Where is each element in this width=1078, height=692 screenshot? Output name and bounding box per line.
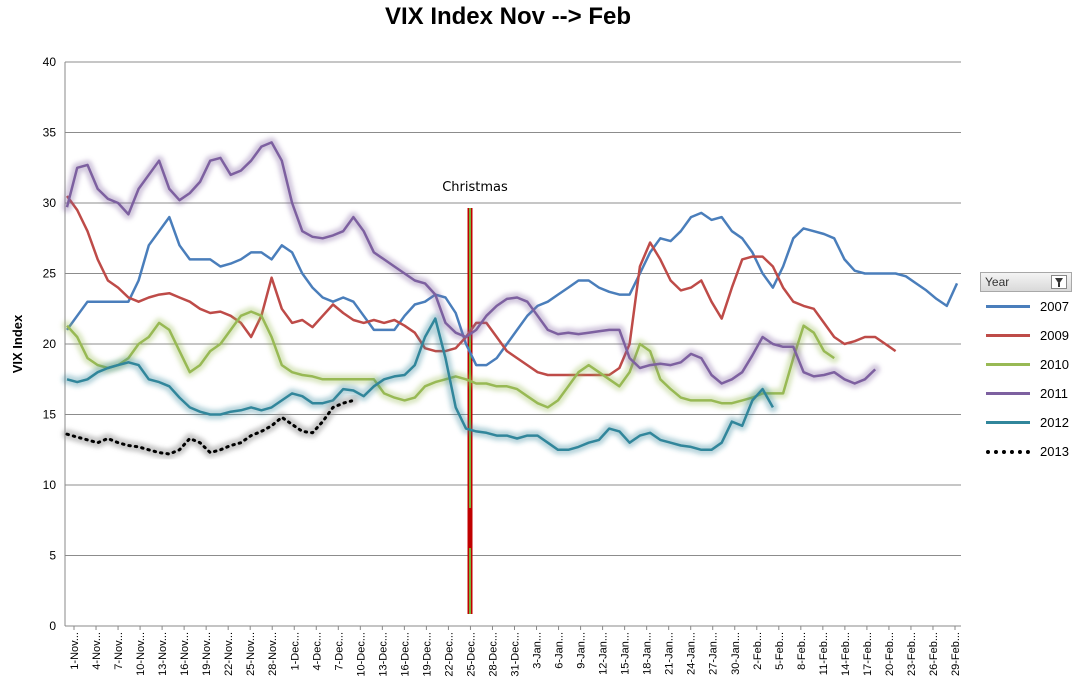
legend-item-2013: 2013 <box>980 437 1072 466</box>
gridlines <box>64 61 961 627</box>
chart-title: VIX Index Nov --> Feb <box>385 3 631 30</box>
series-2012 <box>62 313 778 455</box>
legend-label: 2011 <box>1040 386 1068 401</box>
legend-swatch <box>986 363 1030 366</box>
y-tick-label: 20 <box>43 337 57 351</box>
series-2012-line <box>66 317 774 452</box>
legend-label: 2009 <box>1040 328 1069 343</box>
x-tick-label: 23-Feb... <box>906 632 918 676</box>
x-tick-label: 11-Feb... <box>818 632 830 675</box>
x-tick-label: 26-Feb... <box>928 632 940 676</box>
x-tick-label: 7-Dec... <box>333 632 345 671</box>
x-tick-label: 13-Dec... <box>377 632 389 677</box>
y-tick-label: 40 <box>43 55 57 69</box>
x-tick-label: 22-Nov... <box>223 632 235 676</box>
y-tick-label: 15 <box>43 408 57 422</box>
legend-label: 2013 <box>1040 444 1069 459</box>
x-tick-label: 19-Dec... <box>421 632 433 677</box>
series-2013-glow <box>62 395 359 459</box>
series-lines <box>62 137 959 459</box>
x-tick-label: 7-Nov... <box>113 632 125 670</box>
x-tick-label: 25-Dec... <box>465 632 477 677</box>
x-tick-label: 10-Nov... <box>135 632 147 676</box>
x-tick-label: 4-Dec... <box>311 632 323 671</box>
x-tick-label: 15-Jan... <box>620 632 632 675</box>
x-tick-label: 12-Jan... <box>598 632 610 675</box>
x-tick-label: 21-Jan... <box>664 632 676 675</box>
legend-item-2011: 2011 <box>980 379 1072 408</box>
legend: Year 2007 2009 2010 2011 2012 2013 <box>980 272 1072 466</box>
x-tick-label: 2-Feb... <box>752 632 764 670</box>
x-tick-label: 30-Jan... <box>730 632 742 675</box>
series-2007 <box>65 211 959 367</box>
x-tick-label: 17-Feb... <box>862 632 874 676</box>
y-tick-label: 10 <box>43 478 57 492</box>
y-tick-label: 5 <box>49 549 56 563</box>
legend-title: Year <box>985 275 1010 289</box>
x-tick-label: 14-Feb... <box>840 632 852 676</box>
filter-icon[interactable] <box>1051 275 1067 289</box>
x-tick-label: 20-Feb... <box>884 632 896 676</box>
y-tick-label: 35 <box>43 126 57 140</box>
x-tick-label: 28-Dec... <box>487 632 499 677</box>
x-tick-label: 10-Dec... <box>355 632 367 677</box>
x-tick-label: 29-Feb... <box>950 632 962 676</box>
legend-swatch <box>986 421 1030 424</box>
x-tick-label: 27-Jan... <box>708 632 720 675</box>
x-tick-label: 31-Dec... <box>510 632 522 677</box>
x-tick-label: 5-Feb... <box>774 632 786 670</box>
series-2011 <box>62 137 881 389</box>
x-tick-label: 1-Dec... <box>289 632 301 671</box>
legend-item-2012: 2012 <box>980 408 1072 437</box>
christmas-marker: Christmas <box>442 180 508 614</box>
legend-filter-header[interactable]: Year <box>980 272 1072 292</box>
series-2013 <box>62 395 359 459</box>
series-2011-line <box>65 141 877 385</box>
legend-label: 2007 <box>1040 299 1069 314</box>
legend-swatch <box>986 334 1030 337</box>
legend-label: 2012 <box>1040 415 1069 430</box>
legend-swatch <box>986 305 1030 308</box>
x-tick-label: 16-Nov... <box>179 632 191 676</box>
x-tick-label: 25-Nov... <box>245 632 257 676</box>
x-tick-label: 19-Nov... <box>201 632 213 676</box>
legend-swatch <box>986 449 1030 454</box>
christmas-label: Christmas <box>442 180 508 195</box>
x-tick-label: 24-Jan... <box>686 632 698 675</box>
legend-item-2009: 2009 <box>980 321 1072 350</box>
x-tick-label: 9-Jan... <box>576 632 588 669</box>
y-tick-label: 25 <box>43 267 57 281</box>
y-axis-label: VIX Index <box>10 314 25 373</box>
series-2013-line <box>65 398 355 456</box>
legend-label: 2010 <box>1040 357 1069 372</box>
x-axis-ticks: 1-Nov... 4-Nov... 7-Nov... 10-Nov... 13-Nov.… <box>69 626 962 677</box>
x-tick-label: 3-Jan... <box>532 632 544 669</box>
y-axis-ticks: 0 5 10 15 20 25 30 35 40 <box>43 55 57 633</box>
legend-item-2007: 2007 <box>980 292 1072 321</box>
x-tick-label: 18-Jan... <box>642 632 654 675</box>
x-tick-label: 8-Feb... <box>796 632 808 670</box>
legend-swatch <box>986 392 1030 395</box>
y-tick-label: 0 <box>49 619 56 633</box>
series-2007-line <box>65 211 959 367</box>
x-tick-label: 1-Nov... <box>69 632 81 670</box>
x-tick-label: 6-Jan... <box>554 632 566 669</box>
x-tick-label: 13-Nov... <box>157 632 169 676</box>
x-tick-label: 28-Nov... <box>267 632 279 676</box>
x-tick-label: 22-Dec... <box>443 632 455 677</box>
x-tick-label: 4-Nov... <box>91 632 103 670</box>
y-tick-label: 30 <box>43 196 57 210</box>
legend-item-2010: 2010 <box>980 350 1072 379</box>
x-tick-label: 16-Dec... <box>399 632 411 677</box>
